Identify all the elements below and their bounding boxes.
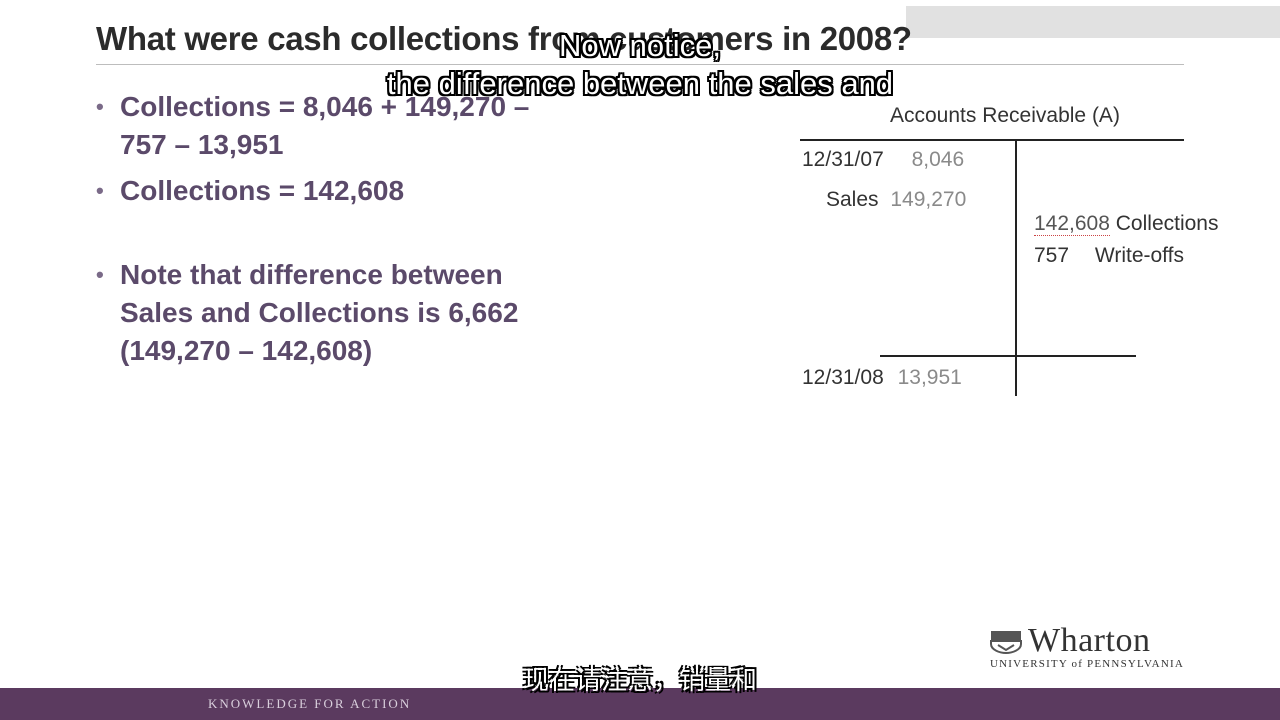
debit-label: 12/31/07 <box>802 148 884 171</box>
bullet-text: Note that difference between Sales and C… <box>120 259 519 366</box>
footer-tagline: KNOWLEDGE FOR ACTION <box>208 696 412 711</box>
logo-wordmark: Wharton <box>1028 622 1151 659</box>
t-account-top-line <box>800 139 1184 141</box>
subtitle-chinese: 现在请注意，销量和 <box>522 666 757 696</box>
debit-row-opening: 12/31/07 8,046 <box>802 148 964 172</box>
ending-label: 12/31/08 <box>802 366 884 389</box>
bullet-dot-icon: • <box>96 262 104 287</box>
top-right-overlay-box <box>906 6 1280 38</box>
debit-row-sales: Sales 149,270 <box>826 188 966 212</box>
bullet-text: Collections = 142,608 <box>120 175 405 206</box>
title-divider <box>96 64 1184 65</box>
t-account-title: Accounts Receivable (A) <box>890 104 1120 127</box>
credit-row-writeoffs: 757 Write-offs <box>1034 244 1184 268</box>
credit-label: Write-offs <box>1094 244 1184 267</box>
subtitle-english-line2: the difference between the sales and <box>386 66 894 101</box>
t-account: Accounts Receivable (A) 12/31/07 8,046 S… <box>780 98 1218 408</box>
footer-bar: KNOWLEDGE FOR ACTION <box>0 688 1280 720</box>
debit-label: Sales <box>826 188 879 211</box>
t-account-balance-line <box>880 355 1136 357</box>
credit-label: Collections <box>1115 212 1219 235</box>
bullet-item: • Note that difference between Sales and… <box>96 256 616 370</box>
bullet-item: • Collections = 8,046 + 149,270 – 757 – … <box>96 88 616 164</box>
slide-title: What were cash collections from customer… <box>96 20 912 57</box>
bullet-dot-icon: • <box>96 94 104 119</box>
credit-value: 142,608 <box>1034 212 1110 236</box>
bullet-dot-icon: • <box>96 178 104 203</box>
subtitle-english-line1: Now notice, <box>559 28 721 63</box>
ending-balance-row: 12/31/08 13,951 <box>802 366 962 390</box>
credit-value: 757 <box>1034 244 1070 267</box>
ending-value: 13,951 <box>897 366 962 389</box>
debit-value: 149,270 <box>890 188 967 211</box>
wharton-logo: Wharton UNIVERSITY of PENNSYLVANIA <box>988 622 1193 672</box>
shield-icon <box>990 631 1022 654</box>
t-account-vertical-line <box>1015 140 1017 396</box>
credit-row-collections: 142,608 Collections <box>1034 212 1218 236</box>
bullet-item: • Collections = 142,608 <box>96 172 616 210</box>
debit-value: 8,046 <box>911 148 965 171</box>
bullet-text: Collections = 8,046 + 149,270 – 757 – 13… <box>120 91 530 160</box>
bullet-list: • Collections = 8,046 + 149,270 – 757 – … <box>96 88 616 378</box>
logo-subtitle: UNIVERSITY of PENNSYLVANIA <box>990 658 1184 670</box>
